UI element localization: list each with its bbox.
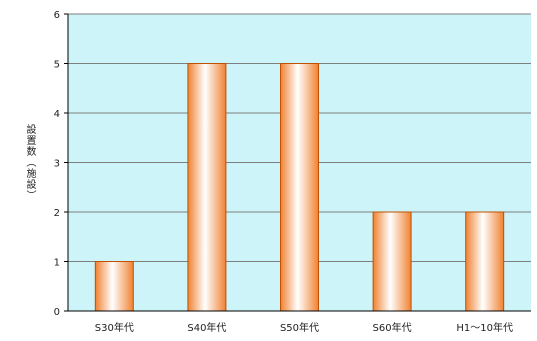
- x-tick-label: S30年代: [95, 321, 134, 334]
- bars: [94, 63, 505, 312]
- bar: [372, 211, 412, 312]
- y-tick-label: 3: [54, 159, 60, 170]
- y-tick-label: 6: [54, 10, 60, 21]
- y-tick-label: 4: [54, 109, 60, 120]
- y-axis-label: 設置数（施設）: [24, 123, 36, 201]
- x-tick-label: H1～10年代: [456, 321, 513, 334]
- y-tick-label: 5: [54, 60, 60, 71]
- y-tick-label: 1: [54, 258, 60, 269]
- bar: [94, 261, 134, 312]
- y-tick-label: 0: [54, 307, 60, 318]
- y-tick-label: 2: [54, 208, 60, 219]
- x-tick-label: S50年代: [280, 321, 319, 334]
- axes: [64, 13, 531, 312]
- bar: [465, 211, 505, 312]
- bar: [187, 63, 227, 312]
- x-tick-label: S60年代: [373, 321, 412, 334]
- y-tick-labels: 0 1 2 3 4 5 6: [54, 10, 60, 318]
- x-tick-labels: S30年代 S40年代 S50年代 S60年代 H1～10年代: [95, 321, 513, 334]
- x-tick-label: S40年代: [187, 321, 226, 334]
- bar: [280, 63, 319, 312]
